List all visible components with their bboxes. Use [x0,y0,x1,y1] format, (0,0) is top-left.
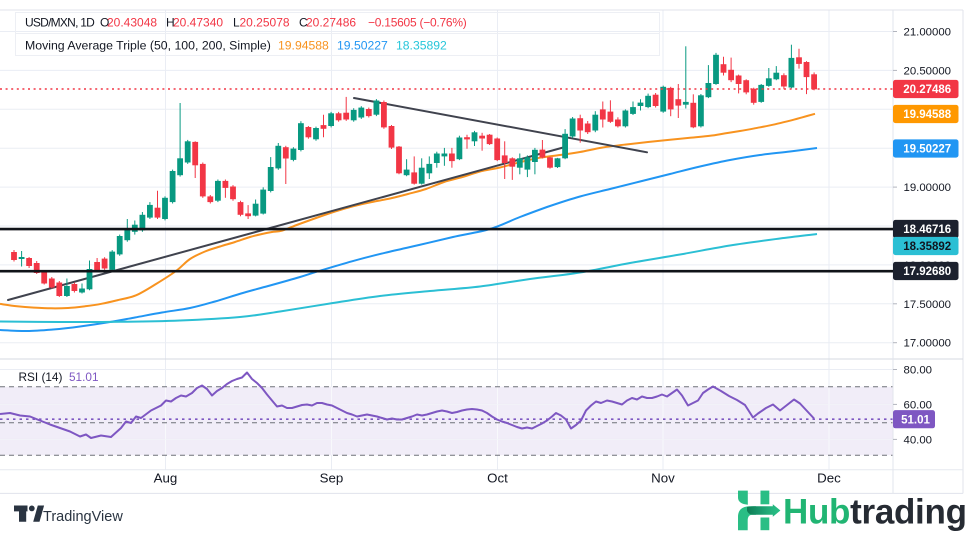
svg-text:21.00000: 21.00000 [904,27,952,39]
svg-text:Sep: Sep [320,470,344,485]
svg-text:Hubtrading: Hubtrading [783,493,967,532]
svg-text:17.50000: 17.50000 [904,299,952,311]
svg-text:Oct: Oct [487,470,508,485]
svg-text:19.00000: 19.00000 [904,182,952,194]
svg-text:20.25078: 20.25078 [240,16,290,30]
svg-text:20.47340: 20.47340 [173,16,223,30]
svg-text:20.27486: 20.27486 [306,16,356,30]
svg-text:51.01: 51.01 [901,414,930,426]
svg-text:19.50227: 19.50227 [903,144,951,156]
svg-text:18.35892: 18.35892 [903,241,951,253]
svg-text:L: L [233,16,240,30]
svg-text:40.00: 40.00 [904,434,933,446]
svg-text:17.92680: 17.92680 [903,266,951,278]
svg-text:H: H [166,16,175,30]
svg-text:18.35892: 18.35892 [396,39,447,53]
svg-text:RSI (14) 51.01: RSI (14) 51.01 [19,370,99,384]
svg-text:USD/MXN, 1D: USD/MXN, 1D [25,16,95,30]
svg-text:19.94588: 19.94588 [278,39,329,53]
svg-text:C: C [299,16,308,30]
svg-text:19.94588: 19.94588 [903,109,952,121]
svg-text:17.00000: 17.00000 [904,338,952,350]
svg-text:O: O [100,16,109,30]
svg-text:Nov: Nov [651,470,675,485]
svg-text:Aug: Aug [154,470,178,485]
svg-text:18.46716: 18.46716 [903,224,951,236]
svg-text:19.50227: 19.50227 [337,39,388,53]
svg-text:20.27486: 20.27486 [903,84,951,96]
svg-text:Moving Average Triple (50, 100: Moving Average Triple (50, 100, 200, Sim… [25,39,271,53]
svg-text:20.43048: 20.43048 [107,16,157,30]
svg-text:TradingView: TradingView [43,509,123,525]
svg-text:20.50000: 20.50000 [904,65,952,77]
svg-text:−0.15605 (−0.76%): −0.15605 (−0.76%) [368,16,467,30]
svg-text:Dec: Dec [817,470,841,485]
svg-text:80.00: 80.00 [904,365,933,377]
svg-text:60.00: 60.00 [904,399,933,411]
